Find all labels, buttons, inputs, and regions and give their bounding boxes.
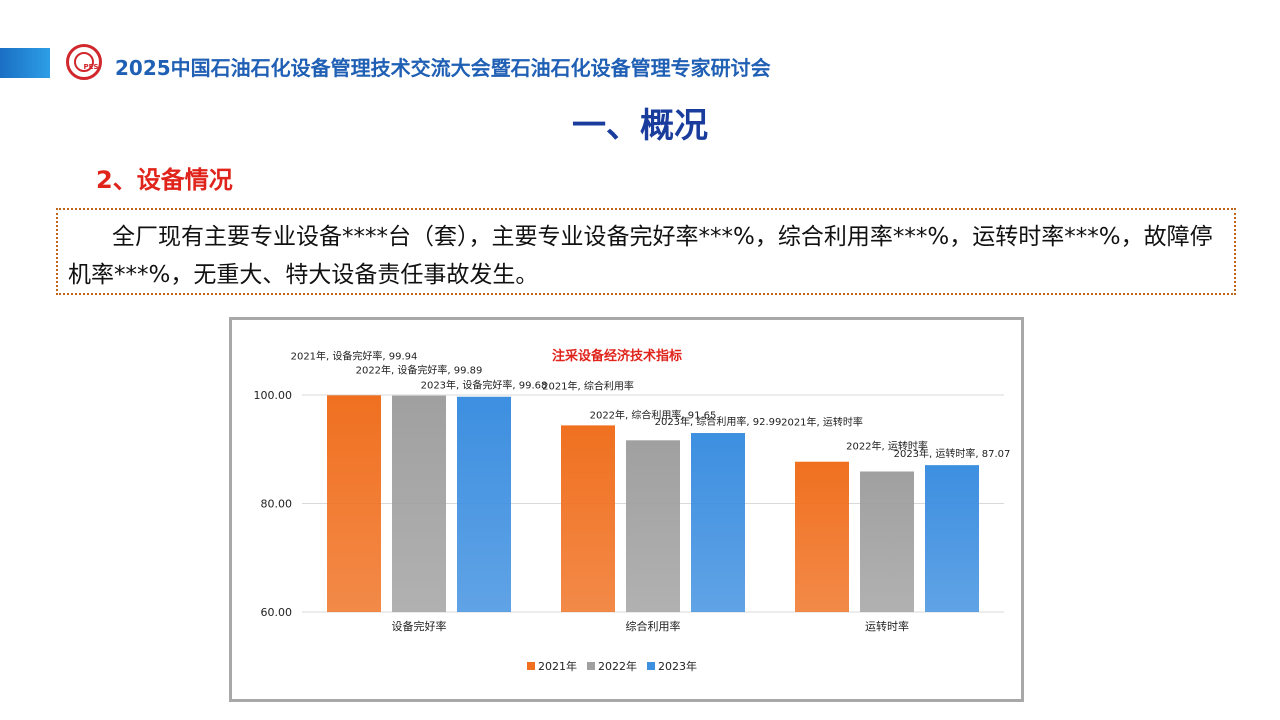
- data-label: 2022年, 综合利用率, 91.65: [590, 408, 717, 421]
- logo-ring: PES: [74, 52, 98, 72]
- bar: [457, 396, 511, 612]
- data-label: 2022年, 设备完好率, 99.89: [356, 364, 483, 377]
- data-label: 2022年, 运转时率: [846, 439, 928, 452]
- legend-swatch: [527, 662, 535, 670]
- logo-text: PES: [83, 63, 99, 71]
- y-tick-label: 60.00: [261, 606, 293, 619]
- header-accent-bar: [0, 48, 50, 78]
- legend: 2021年 2022年 2023年: [527, 659, 697, 673]
- y-tick-label: 100.00: [254, 389, 293, 402]
- bar: [691, 433, 745, 612]
- category-label: 综合利用率: [626, 619, 681, 633]
- legend-swatch: [587, 662, 595, 670]
- label-layer: 设备完好率 综合利用率 运转时率 2021年, 设备完好率, 99.94 2022年, …: [291, 349, 1011, 633]
- data-label: 2023年, 设备完好率, 99.68: [421, 379, 548, 392]
- y-tick-label: 80.00: [261, 498, 293, 511]
- bar: [561, 425, 615, 612]
- conference-logo: PES: [66, 44, 102, 80]
- description-text: 全厂现有主要专业设备****台（套），主要专业设备完好率***%，综合利用率**…: [68, 224, 1213, 288]
- data-label: 2021年, 综合利用率: [542, 379, 634, 392]
- legend-swatch: [647, 662, 655, 670]
- category-label: 设备完好率: [392, 619, 447, 633]
- bar: [626, 440, 680, 612]
- bar: [392, 395, 446, 612]
- bar-chart: 注采设备经济技术指标 60.00 80.00 100.00 设备完好率 综合利用率 运转…: [254, 348, 1011, 673]
- conference-title: 2025中国石油石化设备管理技术交流大会暨石油石化设备管理专家研讨会: [115, 56, 771, 80]
- data-label: 2021年, 运转时率: [781, 416, 863, 429]
- chart-frame: 注采设备经济技术指标 60.00 80.00 100.00 设备完好率 综合利用率 运转…: [229, 317, 1024, 702]
- bar: [860, 471, 914, 612]
- description-box: 全厂现有主要专业设备****台（套），主要专业设备完好率***%，综合利用率**…: [56, 208, 1236, 295]
- legend-label: 2021年: [538, 659, 577, 673]
- bar: [327, 395, 381, 612]
- section-subtitle: 2、设备情况: [96, 166, 233, 194]
- section-title: 一、概况: [572, 106, 708, 146]
- bar: [795, 461, 849, 612]
- category-label: 运转时率: [865, 619, 909, 633]
- data-label: 2023年, 综合利用率, 92.99: [655, 415, 782, 428]
- legend-label: 2023年: [658, 659, 697, 673]
- chart-title: 注采设备经济技术指标: [552, 348, 682, 364]
- data-label: 2023年, 运转时率, 87.07: [894, 447, 1011, 460]
- legend-label: 2022年: [598, 659, 637, 673]
- bar-layer: [327, 395, 979, 612]
- bar: [925, 465, 979, 612]
- data-label: 2021年, 设备完好率, 99.94: [291, 349, 418, 362]
